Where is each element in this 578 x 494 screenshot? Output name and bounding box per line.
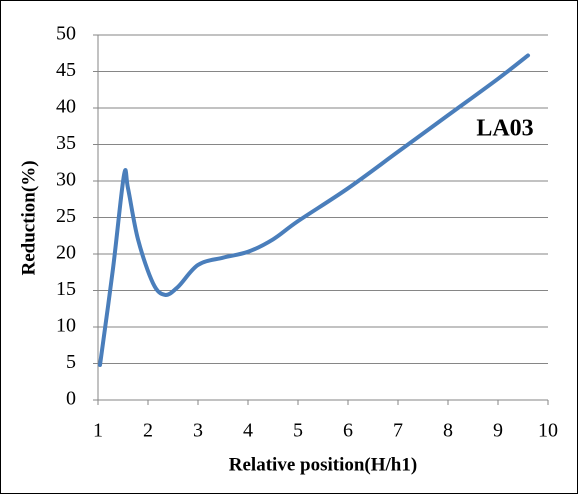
y-axis-title: Reduction(%): [18, 160, 39, 275]
y-tick-label: 20: [56, 242, 76, 264]
x-tick-label: 4: [243, 420, 253, 442]
x-tick-label: 7: [393, 420, 403, 442]
y-tick-label: 10: [56, 315, 76, 337]
x-tick-label: 8: [443, 420, 453, 442]
y-tick-label: 50: [56, 23, 76, 45]
x-tick-label: 2: [143, 420, 153, 442]
annotation: LA03: [476, 116, 533, 142]
x-tick-label: 1: [93, 420, 103, 442]
y-tick-label: 0: [66, 388, 76, 410]
x-tick-label: 5: [293, 420, 303, 442]
x-tick-label: 9: [493, 420, 503, 442]
data-line: [98, 53, 530, 367]
x-tick-label: 6: [343, 420, 353, 442]
y-tick-label: 40: [56, 96, 76, 118]
y-tick-label: 35: [56, 132, 76, 154]
y-tick-label: 5: [66, 351, 76, 373]
x-tick-label: 3: [193, 420, 203, 442]
x-tick-label: 10: [538, 420, 558, 442]
y-tick-label: 15: [56, 278, 76, 300]
x-axis-title: Relative position(H/h1): [229, 454, 417, 475]
y-tick-label: 25: [56, 205, 76, 227]
y-tick-label: 45: [56, 59, 76, 81]
y-tick-label: 30: [56, 169, 76, 191]
